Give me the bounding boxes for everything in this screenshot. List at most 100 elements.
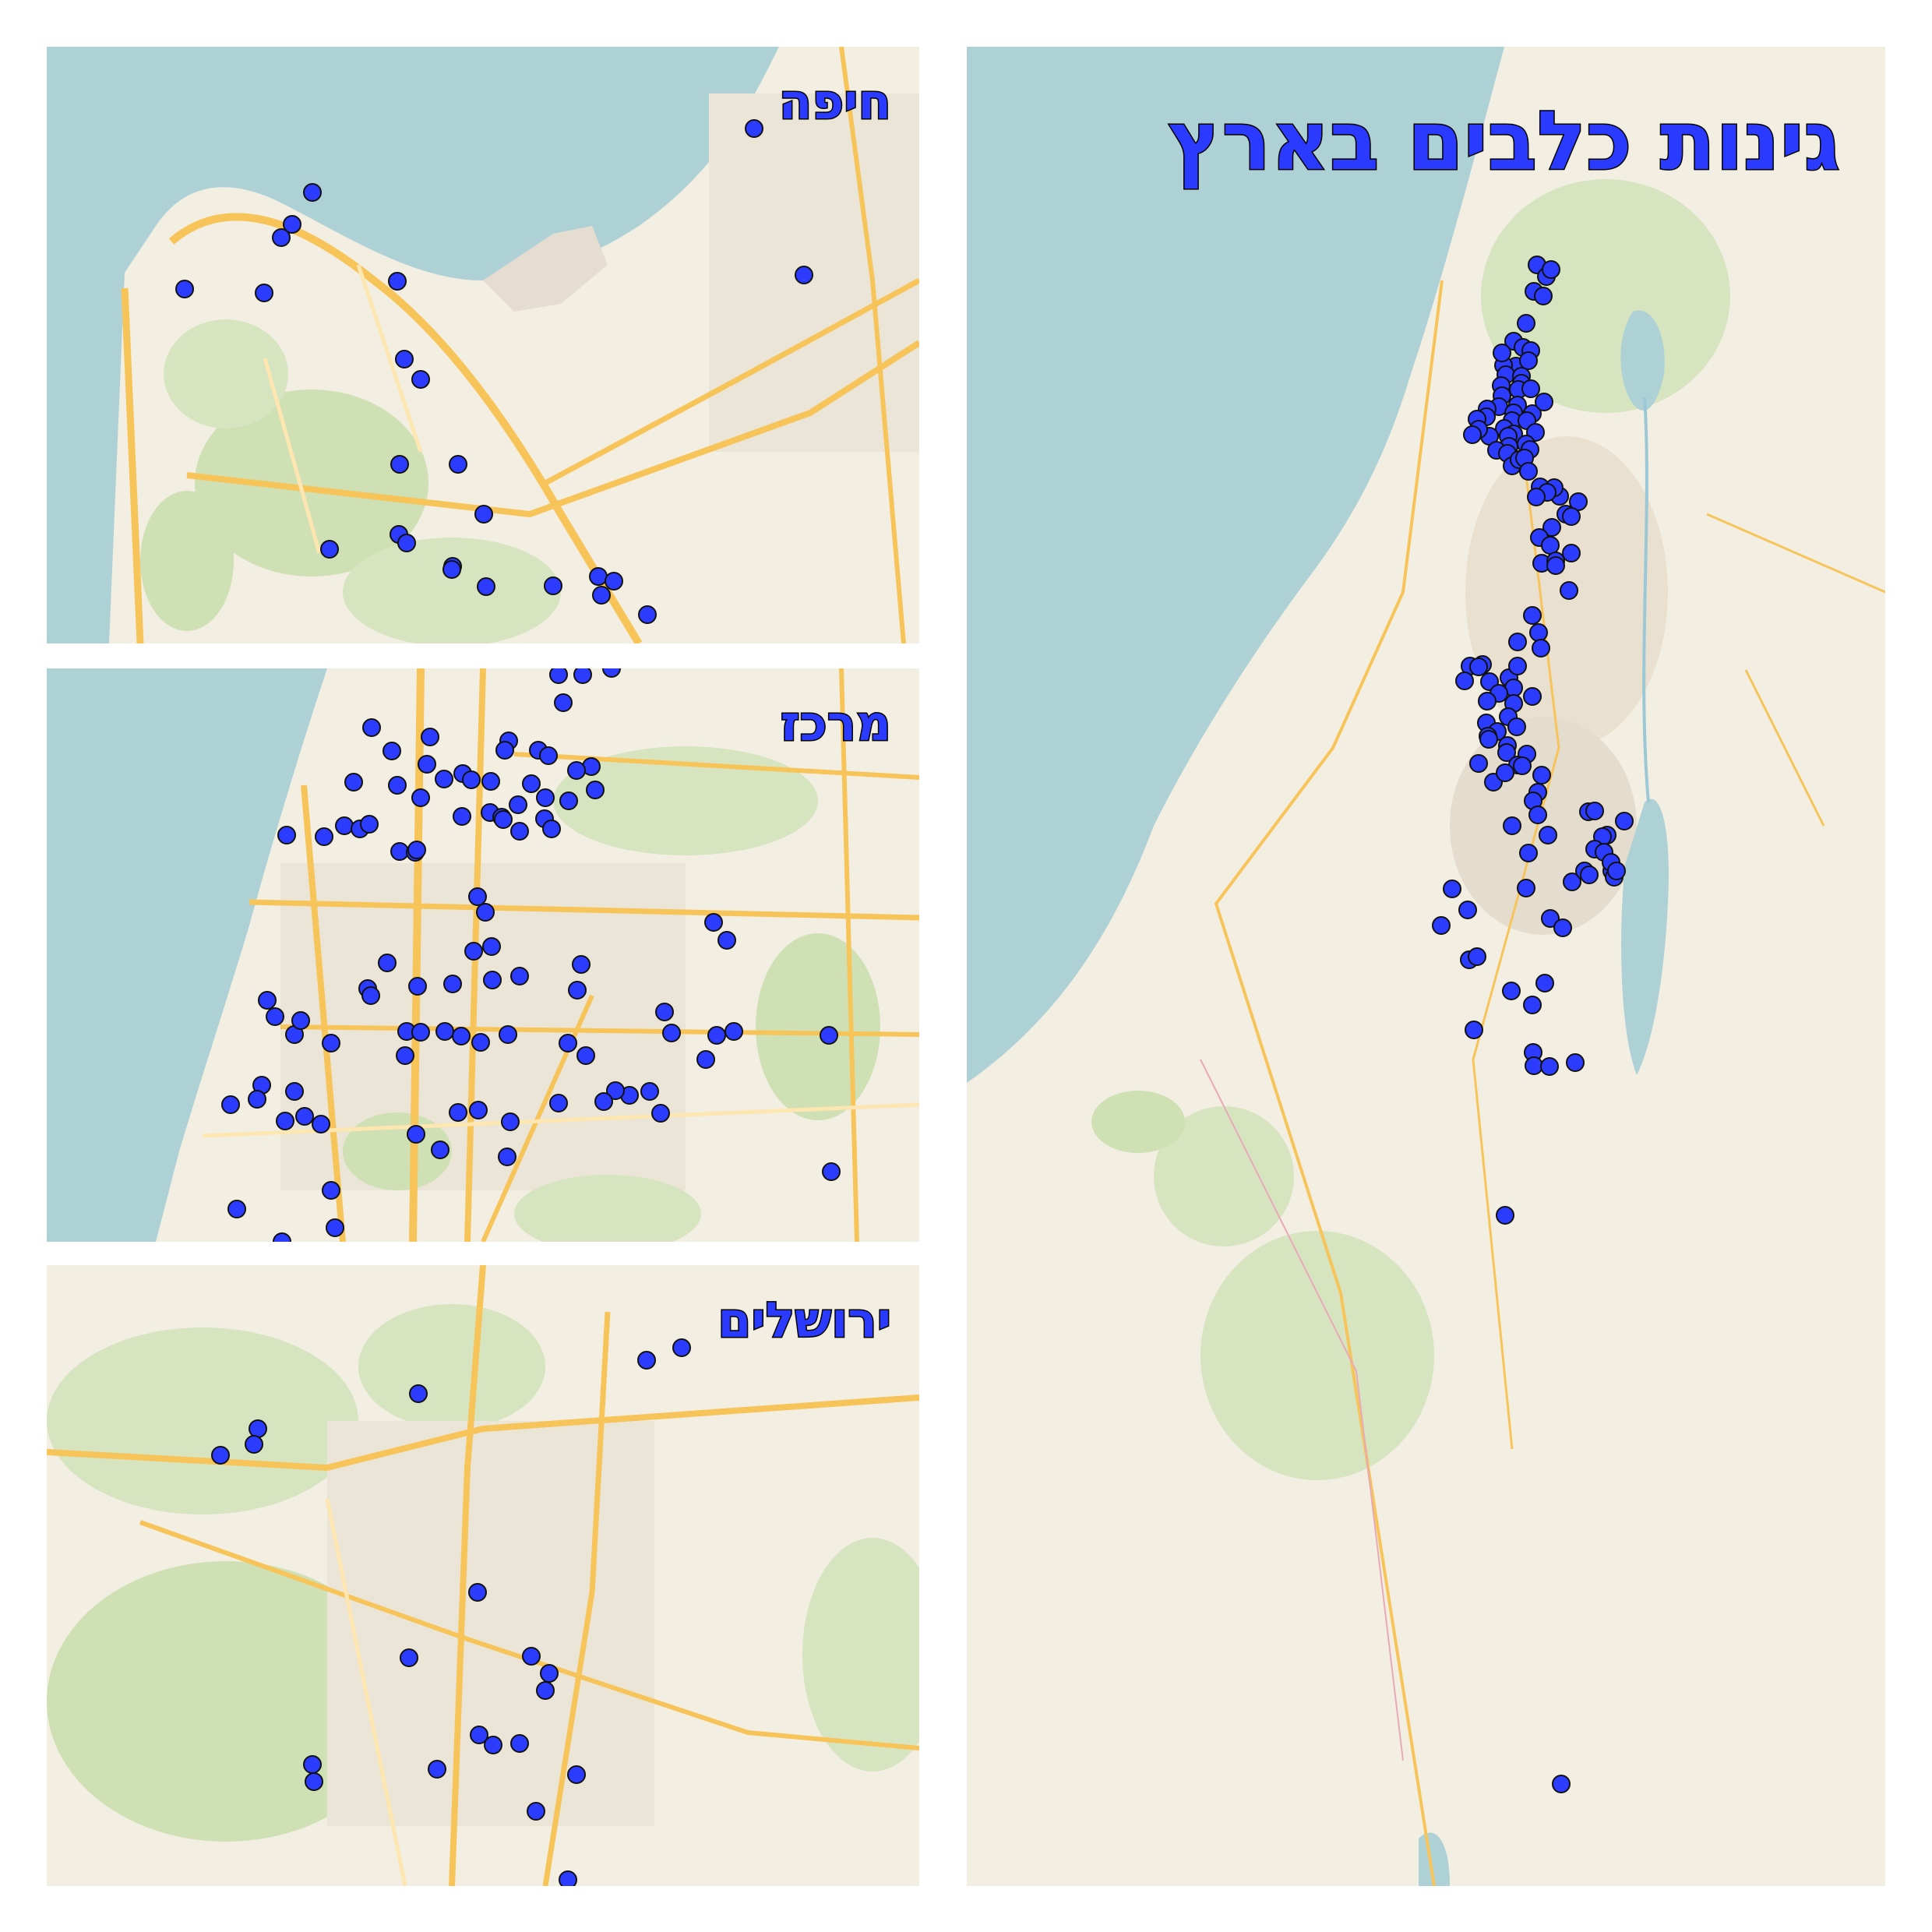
dog-park-marker[interactable] [1523, 996, 1542, 1014]
dog-park-marker[interactable] [227, 1200, 246, 1218]
dog-park-marker[interactable] [418, 755, 436, 774]
dog-park-marker[interactable] [1542, 518, 1561, 537]
dog-park-marker[interactable] [510, 1734, 529, 1753]
dog-park-marker[interactable] [559, 1870, 577, 1886]
dog-park-marker[interactable] [572, 955, 591, 974]
dog-park-marker[interactable] [1532, 639, 1550, 658]
dog-park-marker[interactable] [326, 1218, 344, 1237]
dog-park-marker[interactable] [1463, 425, 1482, 444]
dog-park-marker[interactable] [1546, 556, 1565, 575]
dog-park-marker[interactable] [249, 1419, 267, 1438]
dog-park-marker[interactable] [1523, 687, 1542, 706]
dog-park-marker[interactable] [1534, 287, 1553, 305]
dog-park-marker[interactable] [344, 773, 363, 791]
dog-park-marker[interactable] [397, 534, 416, 552]
dog-park-marker[interactable] [443, 975, 462, 993]
dog-park-marker[interactable] [305, 1772, 323, 1791]
dog-park-marker[interactable] [1519, 844, 1538, 862]
dog-park-marker[interactable] [568, 981, 587, 999]
dog-park-marker[interactable] [1615, 812, 1634, 830]
dog-park-marker[interactable] [452, 1027, 471, 1045]
dog-park-marker[interactable] [400, 1648, 418, 1667]
dog-park-marker[interactable] [822, 1162, 841, 1181]
dog-park-marker[interactable] [378, 954, 397, 972]
dog-park-marker[interactable] [672, 1338, 691, 1357]
dog-park-marker[interactable] [494, 810, 513, 829]
dog-park-marker[interactable] [421, 728, 439, 746]
dog-park-marker[interactable] [1519, 462, 1538, 481]
dog-park-marker[interactable] [602, 668, 621, 678]
dog-park-marker[interactable] [360, 815, 379, 834]
dog-park-marker[interactable] [1535, 393, 1553, 411]
dog-park-marker[interactable] [1580, 866, 1599, 884]
dog-park-marker[interactable] [1607, 862, 1626, 880]
dog-park-marker[interactable] [411, 788, 430, 807]
dog-park-marker[interactable] [1493, 344, 1511, 362]
dog-park-marker[interactable] [527, 1802, 545, 1821]
dog-park-marker[interactable] [483, 971, 502, 989]
dog-park-marker[interactable] [1496, 1206, 1514, 1225]
map-panel-country[interactable]: גינות כלבים בארץ [967, 47, 1885, 1886]
dog-park-marker[interactable] [1525, 1056, 1543, 1075]
dog-park-marker[interactable] [453, 807, 471, 826]
dog-park-marker[interactable] [499, 1025, 517, 1044]
dog-park-marker[interactable] [1508, 633, 1527, 651]
dog-park-marker[interactable] [745, 119, 763, 138]
dog-park-marker[interactable] [696, 1050, 715, 1069]
dog-park-marker[interactable] [464, 942, 483, 961]
dog-park-marker[interactable] [428, 1760, 446, 1779]
dog-park-marker[interactable] [388, 272, 407, 291]
dog-park-marker[interactable] [362, 718, 381, 737]
dog-park-marker[interactable] [435, 770, 453, 788]
dog-park-marker[interactable] [1532, 766, 1551, 784]
dog-park-marker[interactable] [468, 887, 487, 906]
dog-park-marker[interactable] [408, 977, 427, 996]
dog-park-marker[interactable] [1539, 826, 1557, 844]
dog-park-marker[interactable] [605, 572, 623, 591]
map-panel-center[interactable]: מרכז [47, 668, 919, 1242]
dog-park-marker[interactable] [482, 937, 501, 956]
dog-park-marker[interactable] [1541, 909, 1560, 928]
dog-park-marker[interactable] [1432, 916, 1451, 935]
dog-park-marker[interactable] [383, 742, 401, 760]
dog-park-marker[interactable] [1529, 623, 1548, 642]
dog-park-marker[interactable] [468, 1583, 487, 1602]
dog-park-marker[interactable] [544, 576, 562, 595]
dog-park-marker[interactable] [409, 1384, 428, 1403]
dog-park-marker[interactable] [211, 1446, 230, 1465]
dog-park-marker[interactable] [442, 560, 461, 579]
dog-park-marker[interactable] [471, 1033, 490, 1052]
dog-park-marker[interactable] [724, 1022, 743, 1041]
dog-park-marker[interactable] [1496, 763, 1514, 782]
dog-park-marker[interactable] [559, 791, 578, 810]
dog-park-marker[interactable] [1562, 544, 1581, 562]
dog-park-marker[interactable] [573, 668, 592, 684]
dog-park-marker[interactable] [303, 1755, 322, 1774]
dog-park-marker[interactable] [1552, 1775, 1571, 1793]
dog-park-marker[interactable] [285, 1082, 304, 1101]
map-panel-haifa[interactable]: חיפה [47, 47, 919, 643]
dog-park-marker[interactable] [266, 1007, 284, 1026]
dog-park-marker[interactable] [245, 1435, 263, 1454]
dog-park-marker[interactable] [539, 746, 558, 765]
dog-park-marker[interactable] [510, 967, 529, 985]
dog-park-marker[interactable] [498, 1148, 516, 1166]
dog-park-marker[interactable] [481, 772, 500, 791]
dog-park-marker[interactable] [449, 1103, 467, 1122]
dog-park-marker[interactable] [1517, 314, 1535, 333]
dog-park-marker[interactable] [396, 1046, 414, 1065]
dog-park-marker[interactable] [522, 1647, 541, 1666]
dog-park-marker[interactable] [435, 1022, 454, 1041]
dog-park-marker[interactable] [589, 567, 608, 586]
dog-park-marker[interactable] [255, 284, 273, 302]
dog-park-marker[interactable] [390, 842, 409, 861]
dog-park-marker[interactable] [1479, 730, 1498, 749]
dog-park-marker[interactable] [655, 1003, 674, 1021]
dog-park-marker[interactable] [272, 228, 291, 247]
dog-park-marker[interactable] [1541, 536, 1560, 555]
dog-park-marker[interactable] [1503, 816, 1521, 835]
dog-park-marker[interactable] [1517, 879, 1535, 897]
dog-park-marker[interactable] [1563, 873, 1581, 891]
dog-park-marker[interactable] [315, 827, 333, 846]
dog-park-marker[interactable] [390, 455, 409, 474]
